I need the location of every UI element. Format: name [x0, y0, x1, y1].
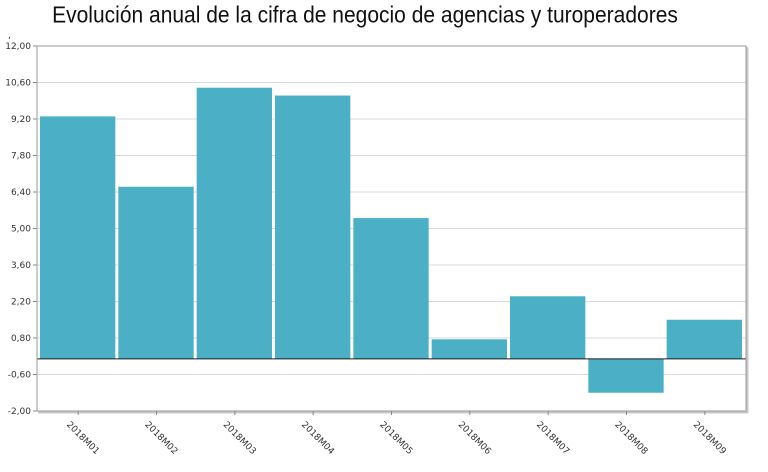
bars	[40, 87, 742, 393]
y-tick-label: 9,20	[11, 115, 31, 125]
bar	[196, 87, 272, 359]
axes	[36, 45, 749, 415]
y-tick-label: 12,00	[5, 42, 31, 52]
x-tick-label: 2018M05	[377, 420, 414, 457]
x-tick-label: 2018M07	[534, 420, 571, 457]
bar	[275, 95, 351, 359]
x-tick-label: 2018M03	[221, 420, 258, 457]
bar	[666, 319, 742, 359]
bar	[40, 116, 116, 359]
y-tick-label: -2,00	[8, 407, 32, 417]
y-tick-label: -0,60	[8, 371, 32, 381]
y-tick-label: 2,20	[11, 298, 31, 308]
y-tick-label: 7,80	[11, 152, 31, 162]
bar	[510, 296, 586, 359]
bar	[118, 186, 194, 359]
x-tick-label: 2018M01	[64, 420, 101, 457]
x-tick-label: 2018M06	[456, 420, 493, 457]
y-tick-label: 10,60	[5, 79, 31, 89]
y-tick-label: 3,60	[11, 261, 31, 271]
y-tick-label: 0,80	[11, 334, 31, 344]
x-tick-label: 2018M02	[142, 420, 179, 457]
bar	[353, 218, 429, 359]
y-axis-ticks: 12,00 10,60 9,20 7,80 6,40 5,00 3,60 2,20 0,80 -0…	[5, 42, 37, 417]
axis-top-marker: ,	[8, 31, 11, 41]
x-tick-label: 2018M09	[691, 420, 728, 457]
y-tick-label: 6,40	[11, 188, 31, 198]
bar	[588, 358, 664, 393]
chart-title: Evolución anual de la cifra de negocio d…	[52, 3, 678, 28]
x-axis-labels: 2018M01 2018M02 2018M03 2018M04 2018M05 2018M…	[64, 420, 728, 457]
y-tick-label: 5,00	[11, 225, 31, 235]
x-tick-label: 2018M04	[299, 420, 336, 457]
x-tick-label: 2018M08	[612, 420, 649, 457]
bar	[431, 339, 507, 359]
